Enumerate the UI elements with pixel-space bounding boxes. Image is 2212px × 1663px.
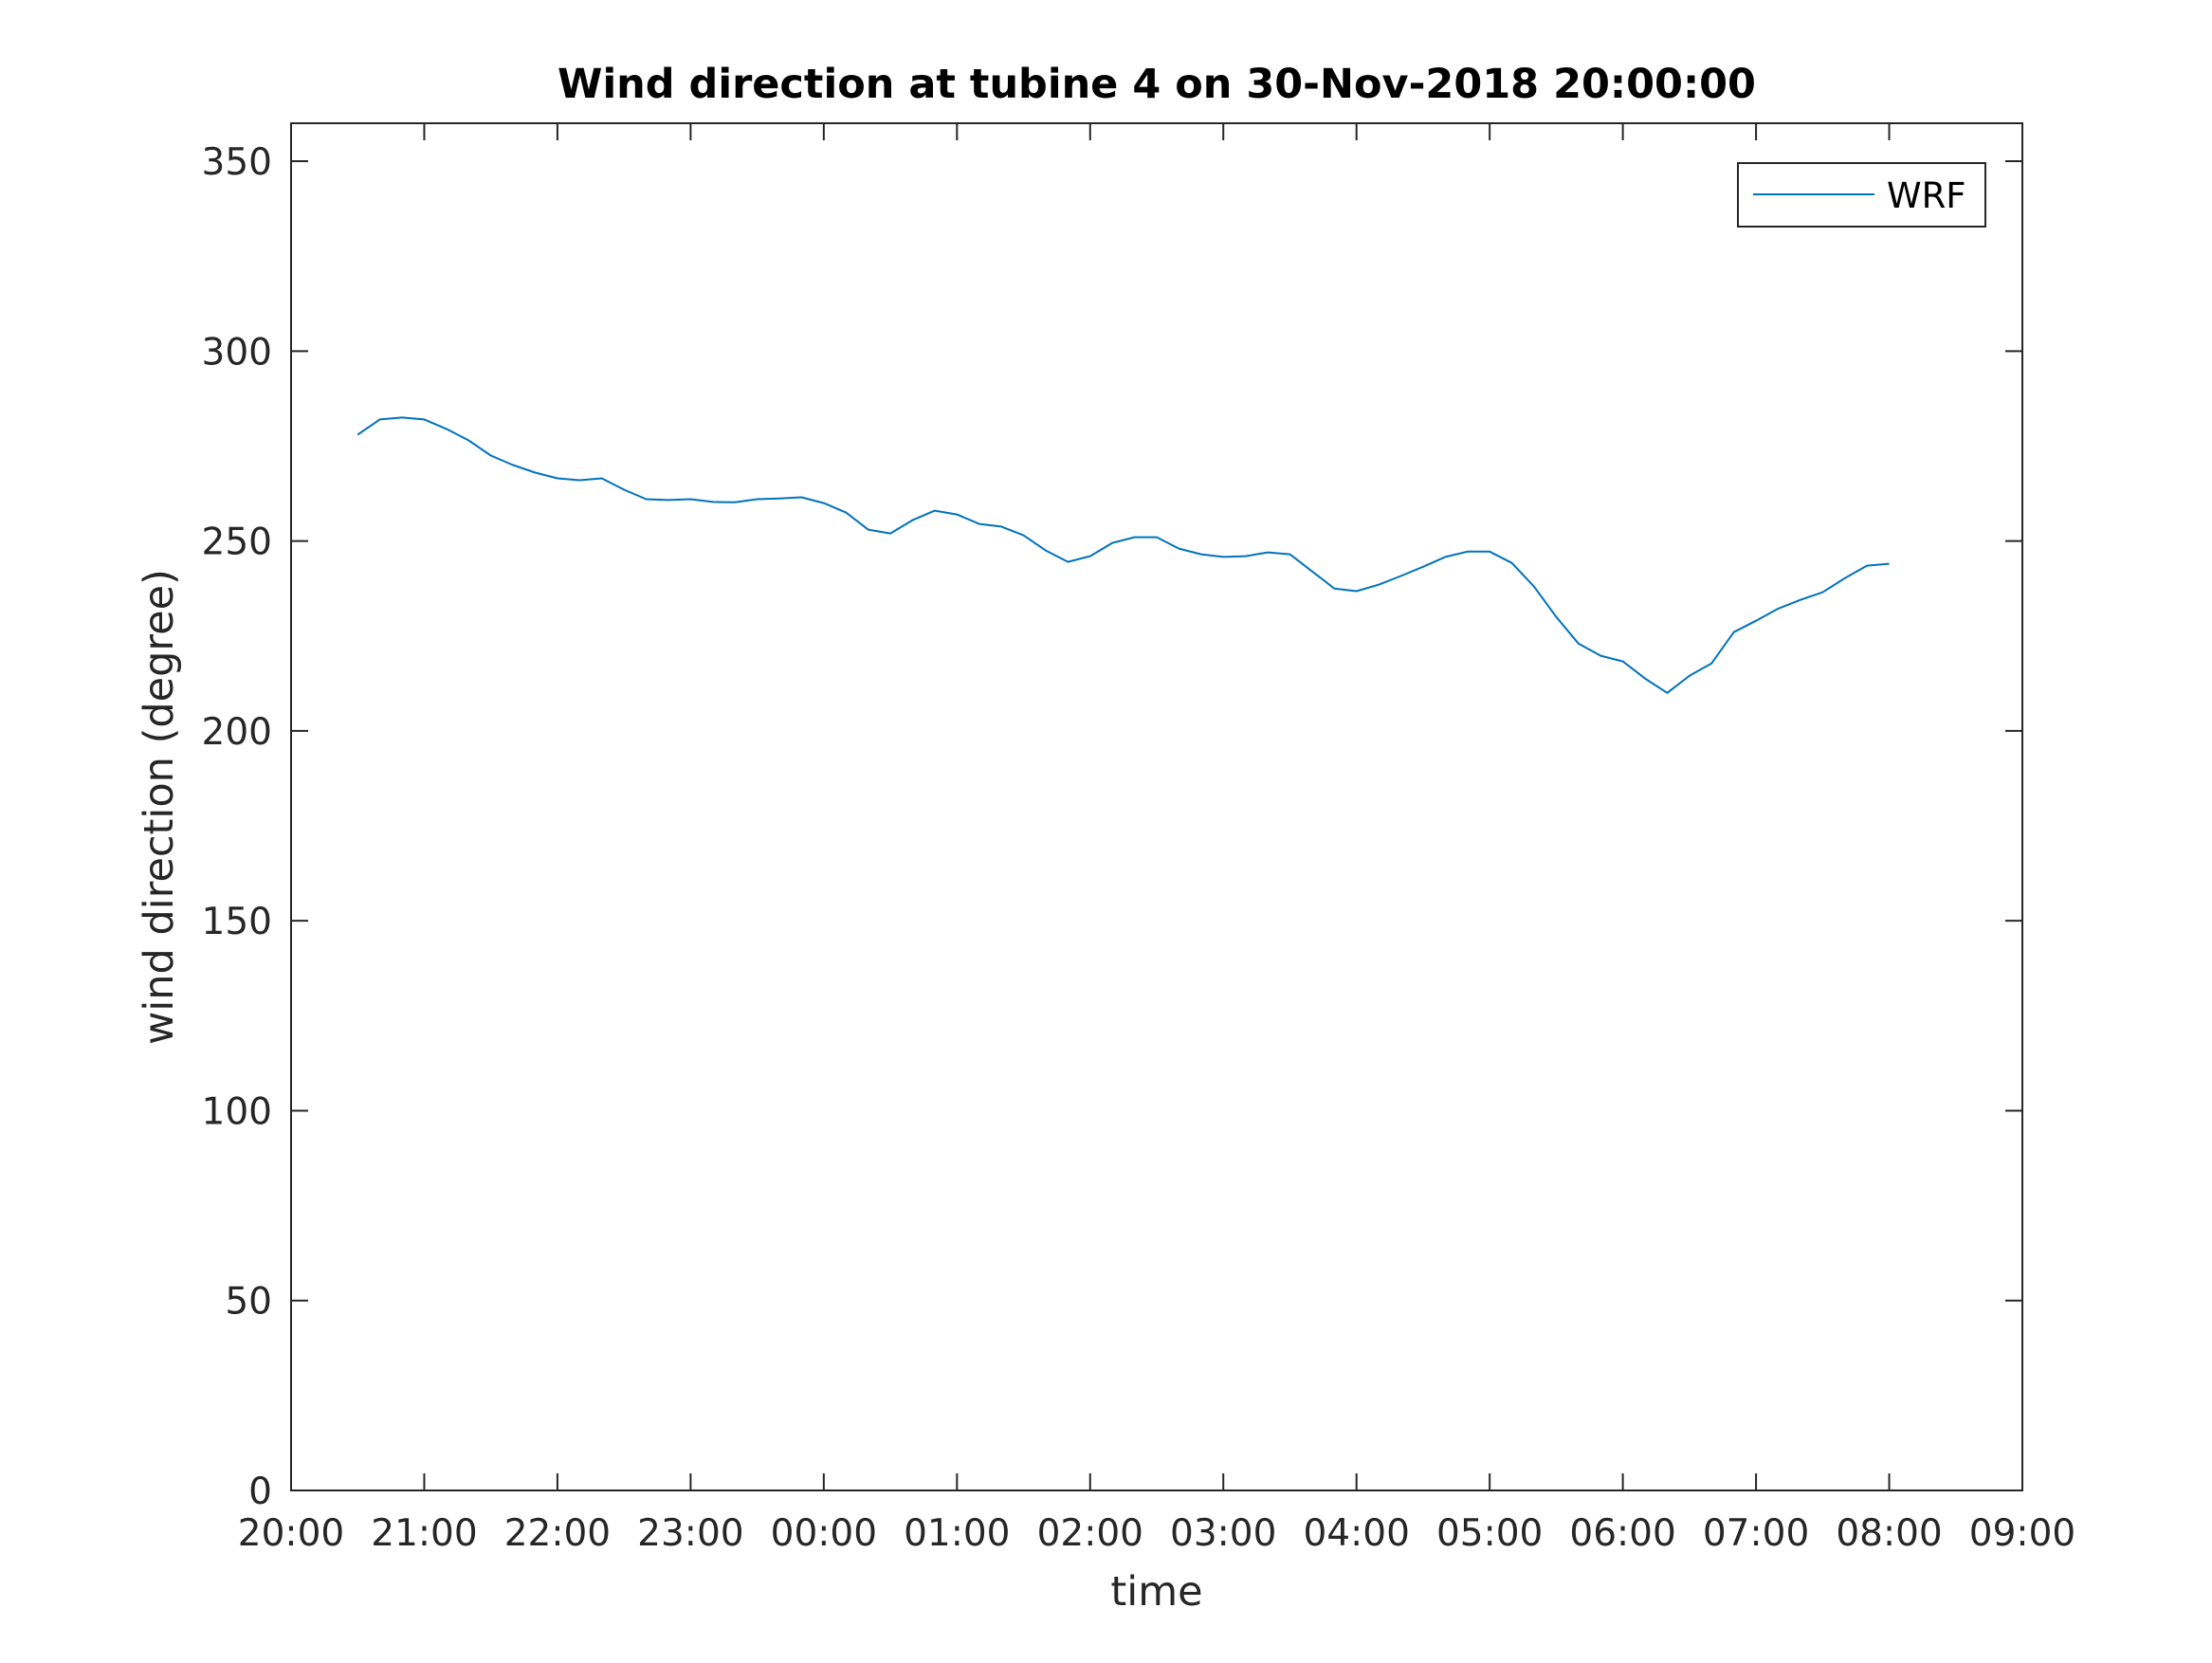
y-tick-label: 200	[202, 711, 272, 754]
x-tick-label: 22:00	[504, 1512, 611, 1555]
y-tick-label: 0	[248, 1471, 272, 1513]
y-tick-label: 250	[202, 521, 272, 564]
x-axis-label: time	[1110, 1568, 1202, 1616]
x-tick-label: 00:00	[771, 1512, 877, 1555]
x-tick-label: 04:00	[1303, 1512, 1409, 1555]
x-tick-label: 02:00	[1037, 1512, 1143, 1555]
y-tick-label: 100	[202, 1090, 272, 1133]
legend-entry-label: WRF	[1887, 175, 1966, 216]
axes-box	[290, 122, 2023, 1491]
y-tick-label: 50	[225, 1281, 272, 1324]
x-tick-label: 06:00	[1569, 1512, 1675, 1555]
series-line-wrf	[356, 416, 1890, 694]
plot-area	[291, 123, 2022, 1490]
x-tick-label: 21:00	[371, 1512, 477, 1555]
y-axis-label: wind direction (degree)	[136, 569, 183, 1045]
y-tick-label: 150	[202, 901, 272, 943]
series-layer	[356, 416, 1890, 694]
y-tick-label: 350	[202, 141, 272, 184]
x-tick-label: 23:00	[637, 1512, 743, 1555]
x-tick-label: 01:00	[904, 1512, 1010, 1555]
x-tick-label: 09:00	[1969, 1512, 2075, 1555]
y-tick-label: 300	[202, 331, 272, 374]
legend[interactable]: WRF	[1737, 162, 1986, 228]
x-tick-label: 08:00	[1836, 1512, 1942, 1555]
x-tick-label: 07:00	[1703, 1512, 1809, 1555]
chart-title: Wind direction at tubine 4 on 30-Nov-201…	[558, 61, 1756, 108]
x-tick-label: 20:00	[238, 1512, 344, 1555]
x-tick-label: 03:00	[1170, 1512, 1276, 1555]
ticks-layer: 20:00 21:00 22:00 23:00 00:00 01:00 02:00 03:00…	[202, 123, 2075, 1555]
x-tick-label: 05:00	[1436, 1512, 1543, 1555]
